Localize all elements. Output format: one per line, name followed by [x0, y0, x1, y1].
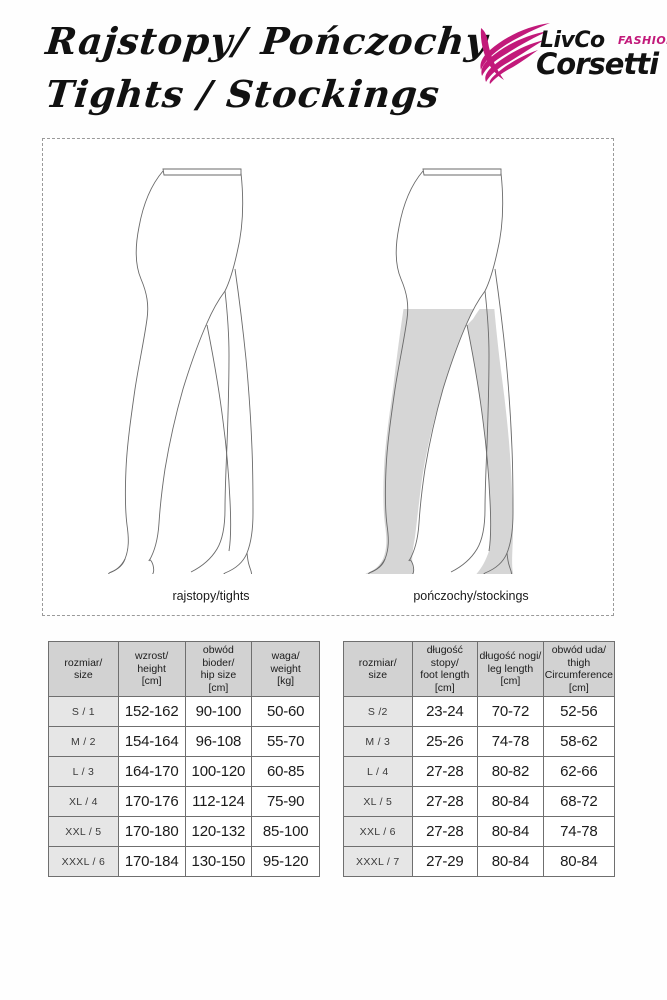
cell-size: XL / 4	[48, 786, 119, 817]
cell-value: 75-90	[251, 786, 320, 817]
table-body: S / 1 152-162 90-100 50-60 M / 2 154-164 96-10…	[48, 696, 320, 877]
cell-size: XXXL / 7	[343, 846, 413, 877]
column-header-foot-length: długość stopy/foot length [cm]	[411, 641, 479, 697]
cell-size: XXL / 6	[343, 816, 413, 847]
cell-value: 170-176	[117, 786, 186, 817]
cell-value: 90-100	[184, 696, 253, 727]
cell-value: 80-84	[477, 786, 544, 817]
cell-value: 55-70	[251, 726, 320, 757]
figure-stockings	[361, 149, 581, 587]
logo-brand-primary: LivCo	[540, 28, 605, 53]
column-header-leg-length: długość nogi/leg length [cm]	[477, 641, 544, 697]
cell-value: 60-85	[251, 756, 320, 787]
page-title-line-2: Tights / Stockings	[43, 72, 443, 116]
logo-wordmark: LivCo FASHION® Corsetti	[536, 22, 667, 84]
swoosh-icon	[478, 22, 552, 84]
cell-value: 27-29	[411, 846, 479, 877]
cell-value: 152-162	[117, 696, 186, 727]
page-title-line-1: Rajstopy/ Pończochy	[43, 19, 491, 63]
table-header-row: rozmiar/size długość stopy/foot length [c…	[343, 641, 616, 697]
cell-value: 85-100	[251, 816, 320, 847]
cell-value: 74-78	[542, 816, 616, 847]
size-table-tights: rozmiar/size wzrost/height [cm] obwód bio…	[48, 641, 320, 877]
size-table-stockings: rozmiar/size długość stopy/foot length [c…	[343, 641, 616, 877]
cell-value: 70-72	[477, 696, 544, 727]
cell-value: 52-56	[542, 696, 616, 727]
figure-caption-tights: rajstopy/tights	[172, 589, 250, 603]
cell-value: 74-78	[477, 726, 544, 757]
cell-value: 27-28	[411, 786, 479, 817]
cell-size: M / 2	[48, 726, 119, 757]
logo-brand-secondary: Corsetti	[536, 47, 659, 81]
cell-size: L / 4	[343, 756, 413, 787]
cell-value: 80-84	[542, 846, 616, 877]
column-header-size: rozmiar/size	[48, 641, 119, 697]
cell-value: 80-84	[477, 846, 544, 877]
cell-value: 27-28	[411, 756, 479, 787]
cell-value: 100-120	[184, 756, 253, 787]
table-row: XL / 5 27-28 80-84 68-72	[343, 786, 616, 817]
table-row: S / 1 152-162 90-100 50-60	[48, 696, 320, 727]
table-row: XXL / 5 170-180 120-132 85-100	[48, 816, 320, 847]
column-header-height: wzrost/height [cm]	[117, 641, 186, 697]
column-header-thigh: obwód uda/thigh Circumference [cm]	[542, 641, 616, 697]
cell-size: S / 1	[48, 696, 119, 727]
table-row: M / 3 25-26 74-78 58-62	[343, 726, 616, 757]
cell-value: 80-84	[477, 816, 544, 847]
cell-value: 95-120	[251, 846, 320, 877]
cell-value: 68-72	[542, 786, 616, 817]
table-row: L / 3 164-170 100-120 60-85	[48, 756, 320, 787]
table-row: XXXL / 7 27-29 80-84 80-84	[343, 846, 616, 877]
cell-value: 170-184	[117, 846, 186, 877]
cell-value: 170-180	[117, 816, 186, 847]
page-title: Rajstopy/ Pończochy Tights / Stockings	[43, 14, 491, 120]
cell-size: XXL / 5	[48, 816, 119, 847]
cell-value: 80-82	[477, 756, 544, 787]
cell-value: 120-132	[184, 816, 253, 847]
cell-size: L / 3	[48, 756, 119, 787]
table-header-row: rozmiar/size wzrost/height [cm] obwód bio…	[48, 641, 320, 697]
table-body: S /2 23-24 70-72 52-56 M / 3 25-26 74-78 58-62 L…	[343, 696, 616, 877]
table-row: S /2 23-24 70-72 52-56	[343, 696, 616, 727]
table-row: L / 4 27-28 80-82 62-66	[343, 756, 616, 787]
column-header-hip: obwód bioder/hip size [cm]	[184, 641, 253, 697]
page-header: Rajstopy/ Pończochy Tights / Stockings L…	[0, 0, 667, 130]
column-header-weight: waga/weight [kg]	[251, 641, 320, 697]
cell-value: 23-24	[411, 696, 479, 727]
figure-caption-stockings: pończochy/stockings	[413, 589, 529, 603]
cell-value: 62-66	[542, 756, 616, 787]
brand-logo: LivCo FASHION® Corsetti	[478, 22, 667, 84]
table-row: XXL / 6 27-28 80-84 74-78	[343, 816, 616, 847]
cell-value: 25-26	[411, 726, 479, 757]
cell-size: M / 3	[343, 726, 413, 757]
table-row: M / 2 154-164 96-108 55-70	[48, 726, 320, 757]
table-row: XXXL / 6 170-184 130-150 95-120	[48, 846, 320, 877]
cell-size: XL / 5	[343, 786, 413, 817]
cell-value: 27-28	[411, 816, 479, 847]
illustration-panel: rajstopy/tights pończochy/stockings	[42, 138, 614, 616]
cell-value: 130-150	[184, 846, 253, 877]
cell-value: 50-60	[251, 696, 320, 727]
cell-value: 112-124	[184, 786, 253, 817]
logo-brand-tag: FASHION®	[618, 34, 667, 47]
cell-value: 164-170	[117, 756, 186, 787]
figure-tights	[101, 149, 321, 584]
table-row: XL / 4 170-176 112-124 75-90	[48, 786, 320, 817]
cell-size: XXXL / 6	[48, 846, 119, 877]
cell-value: 58-62	[542, 726, 616, 757]
cell-size: S /2	[343, 696, 413, 727]
column-header-size: rozmiar/size	[343, 641, 413, 697]
cell-value: 96-108	[184, 726, 253, 757]
cell-value: 154-164	[117, 726, 186, 757]
